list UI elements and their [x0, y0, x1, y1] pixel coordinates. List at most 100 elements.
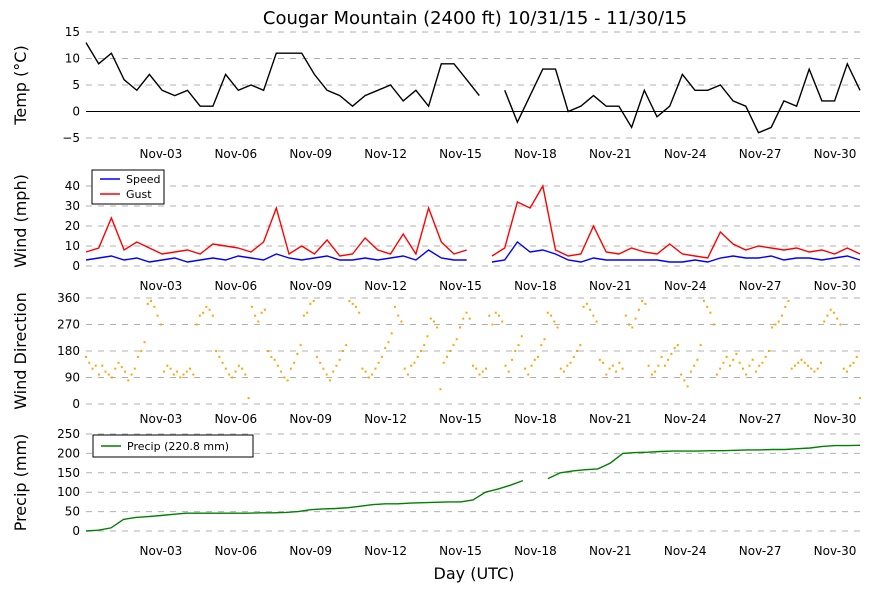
direction-point — [335, 364, 338, 367]
direction-point — [657, 364, 660, 367]
direction-point — [280, 370, 283, 373]
direction-point — [673, 347, 676, 350]
x-tick-label: Nov-27 — [739, 412, 782, 426]
direction-point — [689, 370, 692, 373]
y-tick-label: 250 — [57, 427, 80, 441]
direction-point — [273, 358, 276, 361]
y-tick-label: 270 — [57, 318, 80, 332]
direction-point — [859, 397, 861, 400]
direction-point — [458, 326, 461, 329]
x-tick-label: Nov-21 — [589, 279, 632, 293]
direction-point — [413, 361, 416, 364]
direction-point — [498, 314, 501, 317]
y-tick-label: 180 — [57, 344, 80, 358]
direction-point — [767, 350, 770, 352]
direction-point — [419, 350, 422, 352]
direction-point — [198, 314, 201, 317]
legend-box — [91, 169, 165, 205]
direction-point — [745, 373, 748, 376]
y-tick-label: 100 — [57, 485, 80, 499]
direction-point — [159, 323, 162, 326]
direction-point — [345, 344, 348, 347]
x-tick-label: Nov-03 — [140, 544, 183, 558]
direction-point — [263, 308, 266, 311]
panel-2: 0 90 180 270 360 Nov-03 Nov-06 Nov-09 Nov-12 Nov-… — [11, 291, 861, 426]
direction-point — [224, 367, 227, 370]
direction-point — [348, 299, 351, 302]
direction-point — [533, 358, 536, 361]
direction-point — [715, 373, 718, 376]
direction-point — [241, 367, 244, 370]
direction-point — [172, 373, 175, 376]
y-tick-label: 0 — [72, 259, 80, 273]
direction-point — [163, 370, 166, 373]
direction-point — [634, 317, 637, 320]
x-tick-label: Nov-09 — [289, 147, 332, 161]
direction-point — [104, 370, 107, 373]
direction-point — [582, 305, 585, 308]
direction-point — [332, 370, 335, 373]
direction-point — [429, 317, 432, 320]
direction-point — [598, 358, 601, 361]
direction-point — [823, 320, 826, 323]
x-tick-label: Nov-21 — [589, 147, 632, 161]
direction-point — [829, 308, 832, 311]
direction-point — [254, 314, 257, 317]
direction-point — [546, 311, 549, 314]
direction-point — [189, 367, 192, 370]
direction-point — [784, 305, 787, 308]
direction-point — [179, 376, 182, 379]
y-tick-label: 10 — [65, 239, 80, 253]
direction-point — [374, 367, 377, 370]
legend-label: Precip (220.8 mm) — [127, 440, 229, 453]
y-tick-label: 50 — [65, 505, 80, 519]
direction-point — [686, 385, 689, 388]
direction-point — [803, 361, 806, 364]
x-tick-label: Nov-15 — [439, 412, 482, 426]
y-axis-label: Precip (mm) — [11, 434, 30, 532]
direction-point — [654, 370, 657, 373]
direction-point — [507, 370, 510, 373]
direction-point — [247, 397, 250, 400]
direction-point — [397, 314, 400, 317]
x-tick-label: Nov-18 — [514, 279, 557, 293]
direction-point — [797, 361, 800, 364]
direction-point — [550, 314, 553, 317]
direction-point — [390, 332, 393, 335]
direction-point — [169, 367, 172, 370]
y-tick-label: 150 — [57, 466, 80, 480]
x-tick-label: Nov-24 — [664, 279, 707, 293]
direction-point — [98, 373, 101, 376]
x-tick-label: Nov-03 — [140, 279, 183, 293]
direction-point — [387, 341, 390, 344]
direction-point — [211, 314, 214, 317]
direction-point — [205, 305, 208, 308]
direction-point — [637, 308, 640, 311]
direction-point — [585, 302, 588, 305]
direction-point — [341, 350, 344, 352]
direction-point — [445, 355, 448, 358]
x-tick-label: Nov-30 — [814, 412, 857, 426]
direction-point — [377, 361, 380, 364]
direction-point — [478, 373, 481, 376]
x-tick-label: Nov-30 — [814, 279, 857, 293]
x-tick-label: Nov-30 — [814, 544, 857, 558]
direction-point — [683, 379, 686, 382]
direction-point — [124, 370, 127, 373]
direction-point — [761, 361, 764, 364]
direction-point — [176, 370, 179, 373]
direction-point — [166, 364, 169, 367]
direction-point — [367, 376, 370, 379]
direction-point — [403, 367, 406, 370]
direction-point — [780, 314, 783, 317]
direction-point — [325, 373, 328, 376]
chart-title: Cougar Mountain (2400 ft) 10/31/15 - 11/… — [263, 8, 687, 29]
direction-point — [436, 326, 439, 329]
y-tick-label: 30 — [65, 199, 80, 213]
direction-point — [406, 373, 409, 376]
direction-point — [234, 370, 237, 373]
direction-point — [738, 361, 741, 364]
direction-point — [289, 367, 292, 370]
direction-point — [524, 367, 527, 370]
direction-point — [559, 367, 562, 370]
